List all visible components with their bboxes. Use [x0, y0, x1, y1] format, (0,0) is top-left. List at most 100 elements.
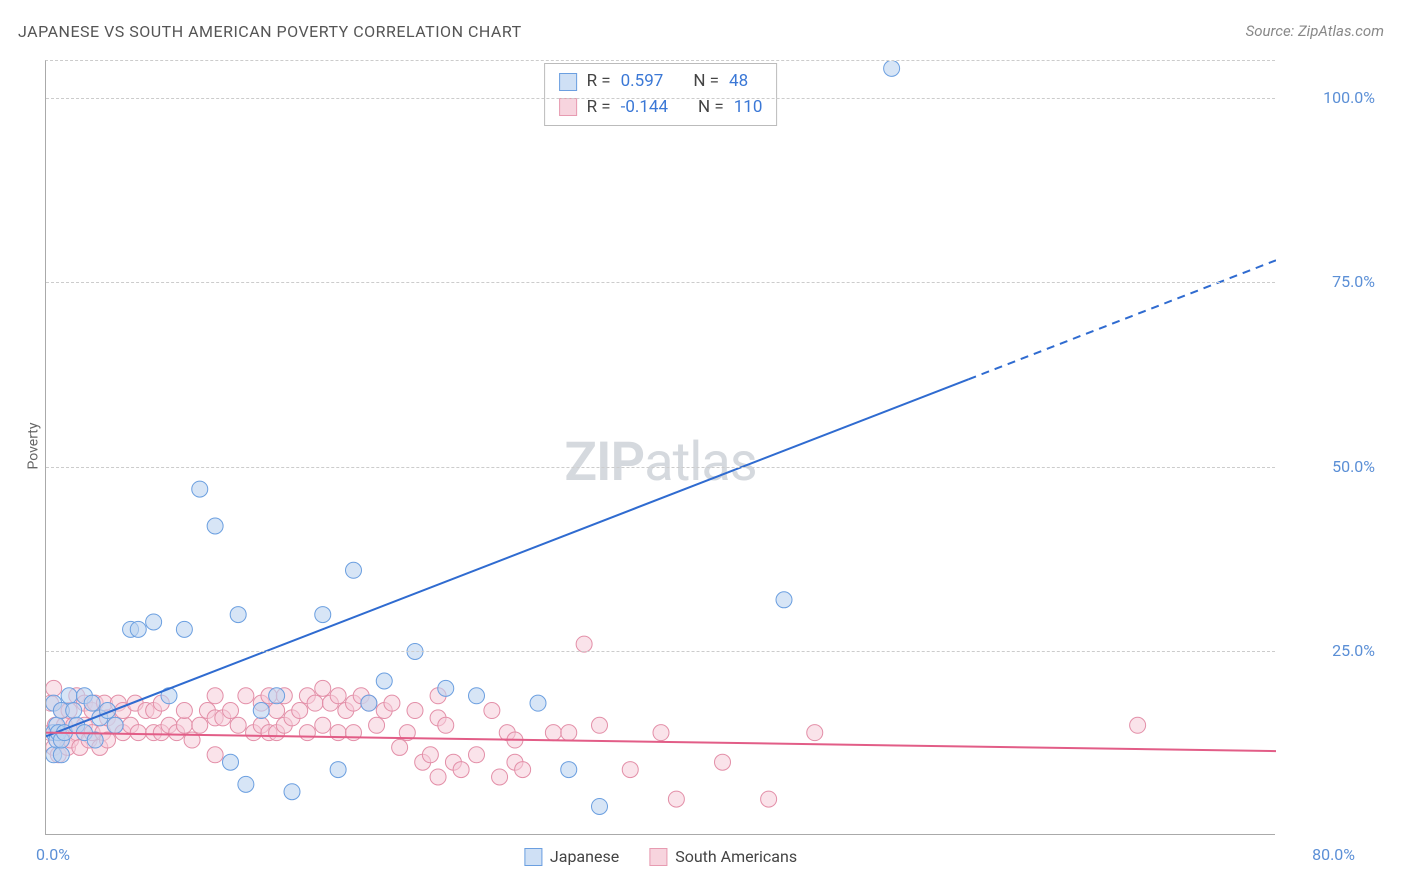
legend-swatch-blue	[524, 848, 542, 866]
scatter-point	[130, 621, 146, 637]
scatter-point	[307, 695, 323, 711]
scatter-point	[668, 791, 684, 807]
y-tick-label: 75.0%	[1285, 272, 1375, 291]
legend-item-japanese: Japanese	[524, 847, 619, 866]
scatter-point	[430, 769, 446, 785]
scatter-point	[530, 695, 546, 711]
stats-r-label: R =	[587, 69, 611, 95]
x-tick-max: 80.0%	[1312, 845, 1355, 864]
scatter-svg	[46, 61, 1276, 836]
scatter-point	[315, 717, 331, 733]
scatter-point	[176, 621, 192, 637]
scatter-point	[107, 717, 123, 733]
scatter-point	[269, 703, 285, 719]
scatter-point	[653, 725, 669, 741]
scatter-point	[53, 747, 69, 763]
scatter-point	[253, 703, 269, 719]
scatter-point	[292, 703, 308, 719]
scatter-point	[384, 695, 400, 711]
scatter-point	[807, 725, 823, 741]
scatter-point	[330, 688, 346, 704]
scatter-point	[392, 739, 408, 755]
scatter-point	[315, 680, 331, 696]
scatter-point	[315, 607, 331, 623]
scatter-point	[715, 754, 731, 770]
scatter-point	[176, 703, 192, 719]
scatter-point	[592, 717, 608, 733]
scatter-point	[207, 747, 223, 763]
scatter-point	[1130, 717, 1146, 733]
chart-title: JAPANESE VS SOUTH AMERICAN POVERTY CORRE…	[18, 22, 522, 41]
trendline-japanese-dash	[969, 260, 1277, 379]
scatter-point	[284, 784, 300, 800]
scatter-point	[492, 769, 508, 785]
scatter-point	[66, 703, 82, 719]
y-tick-label: 100.0%	[1285, 88, 1375, 107]
stats-swatch-pink	[559, 98, 577, 116]
scatter-point	[207, 518, 223, 534]
scatter-point	[238, 688, 254, 704]
y-tick-label: 25.0%	[1285, 641, 1375, 660]
scatter-point	[330, 762, 346, 778]
scatter-point	[776, 592, 792, 608]
scatter-point	[484, 703, 500, 719]
scatter-point	[469, 688, 485, 704]
legend: Japanese South Americans	[524, 847, 797, 866]
stats-swatch-blue	[559, 73, 577, 91]
stats-n-label: N =	[693, 69, 719, 95]
legend-swatch-pink	[649, 848, 667, 866]
scatter-point	[61, 688, 77, 704]
scatter-point	[561, 725, 577, 741]
scatter-point	[453, 762, 469, 778]
stats-box: R = 0.597 N = 48 R = -0.144 N = 110	[544, 63, 778, 126]
scatter-point	[592, 798, 608, 814]
scatter-point	[130, 725, 146, 741]
scatter-point	[369, 717, 385, 733]
scatter-point	[761, 791, 777, 807]
scatter-point	[515, 762, 531, 778]
scatter-point	[192, 717, 208, 733]
gridline	[46, 98, 1275, 99]
scatter-point	[269, 688, 285, 704]
legend-label-japanese: Japanese	[550, 847, 619, 866]
scatter-point	[576, 636, 592, 652]
scatter-point	[422, 747, 438, 763]
scatter-point	[438, 717, 454, 733]
scatter-point	[230, 717, 246, 733]
legend-item-south-american: South Americans	[649, 847, 797, 866]
legend-label-south-american: South Americans	[675, 847, 797, 866]
scatter-point	[330, 725, 346, 741]
chart-source: Source: ZipAtlas.com	[1246, 22, 1384, 40]
scatter-point	[438, 680, 454, 696]
scatter-point	[176, 717, 192, 733]
trendline-japanese	[46, 379, 969, 736]
y-axis-label: Poverty	[26, 422, 42, 469]
stats-r-blue: 0.597	[621, 69, 664, 95]
scatter-point	[146, 614, 162, 630]
scatter-point	[46, 680, 62, 696]
scatter-point	[238, 776, 254, 792]
gridline	[46, 282, 1275, 283]
gridline	[46, 651, 1275, 652]
scatter-point	[223, 754, 239, 770]
plot-area: ZIPatlas R = 0.597 N = 48 R = -0.144 N =…	[45, 60, 1275, 835]
x-tick-min: 0.0%	[36, 845, 70, 864]
y-tick-label: 50.0%	[1285, 457, 1375, 476]
gridline	[46, 467, 1275, 468]
scatter-point	[376, 673, 392, 689]
scatter-point	[84, 695, 100, 711]
scatter-point	[207, 688, 223, 704]
scatter-point	[884, 61, 900, 76]
scatter-point	[561, 762, 577, 778]
stats-n-blue: 48	[729, 69, 748, 95]
scatter-point	[361, 695, 377, 711]
scatter-point	[407, 703, 423, 719]
scatter-point	[469, 747, 485, 763]
scatter-point	[192, 481, 208, 497]
scatter-point	[622, 762, 638, 778]
scatter-point	[299, 725, 315, 741]
scatter-point	[545, 725, 561, 741]
scatter-point	[223, 703, 239, 719]
stats-row-japanese: R = 0.597 N = 48	[559, 69, 763, 95]
scatter-point	[230, 607, 246, 623]
